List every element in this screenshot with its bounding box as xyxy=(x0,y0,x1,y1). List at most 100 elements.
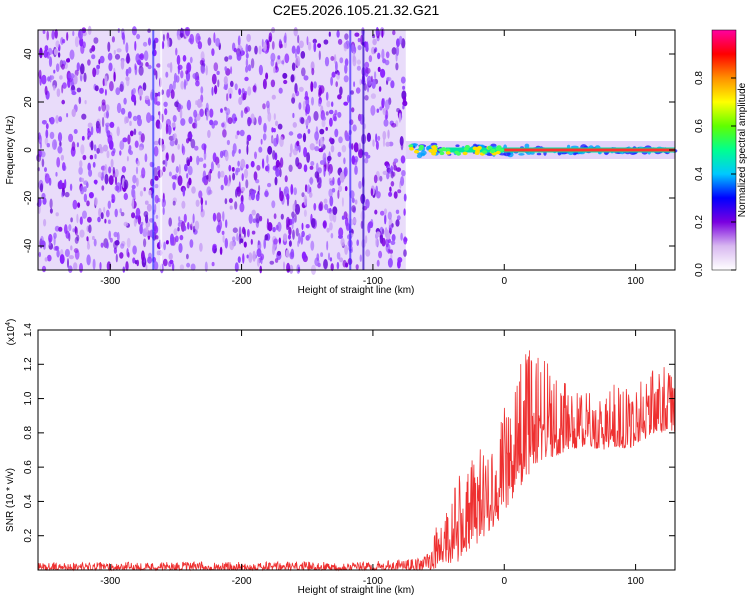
noise-speck xyxy=(291,62,296,71)
snr-x-axis: -300 -200 -100 0 100 xyxy=(100,330,644,587)
noise-speck xyxy=(52,139,57,151)
noise-speck xyxy=(157,198,161,203)
noise-speck xyxy=(182,187,186,197)
noise-speck xyxy=(144,200,149,205)
snr-ytick-label: 1.2 xyxy=(23,357,34,371)
noise-speck xyxy=(264,234,269,241)
noise-speck xyxy=(273,213,277,220)
noise-speck xyxy=(199,242,203,252)
noise-speck xyxy=(149,161,153,167)
noise-speck xyxy=(283,79,288,85)
noise-speck xyxy=(365,198,370,209)
noise-speck xyxy=(304,90,308,100)
noise-speck xyxy=(337,38,343,45)
noise-speck xyxy=(147,101,151,107)
noise-speck xyxy=(284,175,288,183)
noise-speck xyxy=(186,138,190,144)
noise-speck xyxy=(198,190,203,199)
noise-speck xyxy=(83,193,88,203)
noise-speck xyxy=(81,113,87,120)
snr-ytick-label: 0.8 xyxy=(23,425,34,439)
noise-speck xyxy=(226,93,229,102)
noise-speck xyxy=(228,198,233,204)
noise-speck xyxy=(359,254,362,262)
signal-hot-blob xyxy=(472,146,478,151)
noise-speck xyxy=(87,59,91,66)
noise-speck xyxy=(234,117,238,122)
noise-speck xyxy=(49,198,53,209)
noise-speck xyxy=(353,142,359,153)
noise-speck xyxy=(76,87,82,93)
noise-speck xyxy=(256,257,260,267)
noise-speck xyxy=(86,242,91,250)
noise-speck xyxy=(323,39,329,45)
noise-speck xyxy=(132,245,137,255)
noise-speck xyxy=(104,75,108,87)
colorbar-label: Normalized spectral amplitude xyxy=(737,82,748,217)
noise-speck xyxy=(286,262,291,273)
noise-speck xyxy=(328,188,333,198)
noise-speck xyxy=(101,185,105,191)
noise-speck xyxy=(279,190,284,202)
noise-speck xyxy=(236,130,240,136)
noise-speck xyxy=(285,249,290,258)
noise-speck xyxy=(236,232,239,242)
noise-speck xyxy=(262,133,267,141)
noise-speck xyxy=(128,66,132,74)
noise-speck xyxy=(323,166,326,177)
noise-speck xyxy=(384,59,390,66)
signal-hot-blob xyxy=(431,145,437,149)
noise-speck xyxy=(378,250,383,259)
snr-xtick-label: -200 xyxy=(232,576,252,587)
noise-speck xyxy=(168,171,172,177)
noise-speck xyxy=(379,175,383,182)
noise-speck xyxy=(254,151,257,160)
noise-speck xyxy=(97,216,101,223)
noise-speck xyxy=(371,79,376,89)
noise-speck xyxy=(69,49,75,60)
noise-speck xyxy=(270,52,276,62)
noise-speck xyxy=(330,232,334,239)
noise-speck xyxy=(356,239,360,246)
noise-speck xyxy=(131,198,135,210)
noise-speck xyxy=(222,211,225,222)
noise-speck xyxy=(186,173,189,179)
spectrogram-ytick-label: -20 xyxy=(23,190,34,205)
noise-speck xyxy=(68,265,73,274)
noise-speck xyxy=(59,179,63,190)
noise-speck xyxy=(322,221,327,228)
noise-speck xyxy=(172,115,177,123)
noise-speck xyxy=(108,166,112,174)
noise-speck xyxy=(351,197,355,204)
noise-speck xyxy=(48,233,53,243)
noise-speck xyxy=(338,234,343,239)
noise-speck xyxy=(229,240,235,251)
noise-speck xyxy=(289,152,292,158)
colorbar-tick-label: 0.6 xyxy=(694,119,705,133)
noise-speck xyxy=(395,62,399,71)
noise-speck xyxy=(244,76,249,82)
noise-speck xyxy=(364,157,369,164)
noise-speck xyxy=(329,195,334,207)
noise-speck xyxy=(170,89,175,100)
noise-speck xyxy=(64,179,67,189)
noise-speck xyxy=(116,126,120,137)
noise-speck xyxy=(185,70,188,75)
noise-speck xyxy=(77,202,81,208)
noise-speck xyxy=(92,258,96,270)
noise-speck xyxy=(234,83,238,91)
noise-speck xyxy=(386,172,390,180)
noise-speck xyxy=(306,184,311,194)
noise-speck xyxy=(143,238,147,248)
noise-speck xyxy=(320,252,324,257)
noise-speck xyxy=(189,56,193,64)
noise-speck xyxy=(109,81,114,92)
page-title: C2E5.2026.105.21.32.G21 xyxy=(272,2,440,18)
noise-speck xyxy=(339,57,344,64)
noise-speck xyxy=(106,241,109,249)
noise-speck xyxy=(284,53,290,64)
noise-speck xyxy=(58,226,63,232)
snr-xtick-label: -300 xyxy=(100,576,120,587)
noise-speck xyxy=(242,226,246,235)
noise-speck xyxy=(82,154,87,161)
